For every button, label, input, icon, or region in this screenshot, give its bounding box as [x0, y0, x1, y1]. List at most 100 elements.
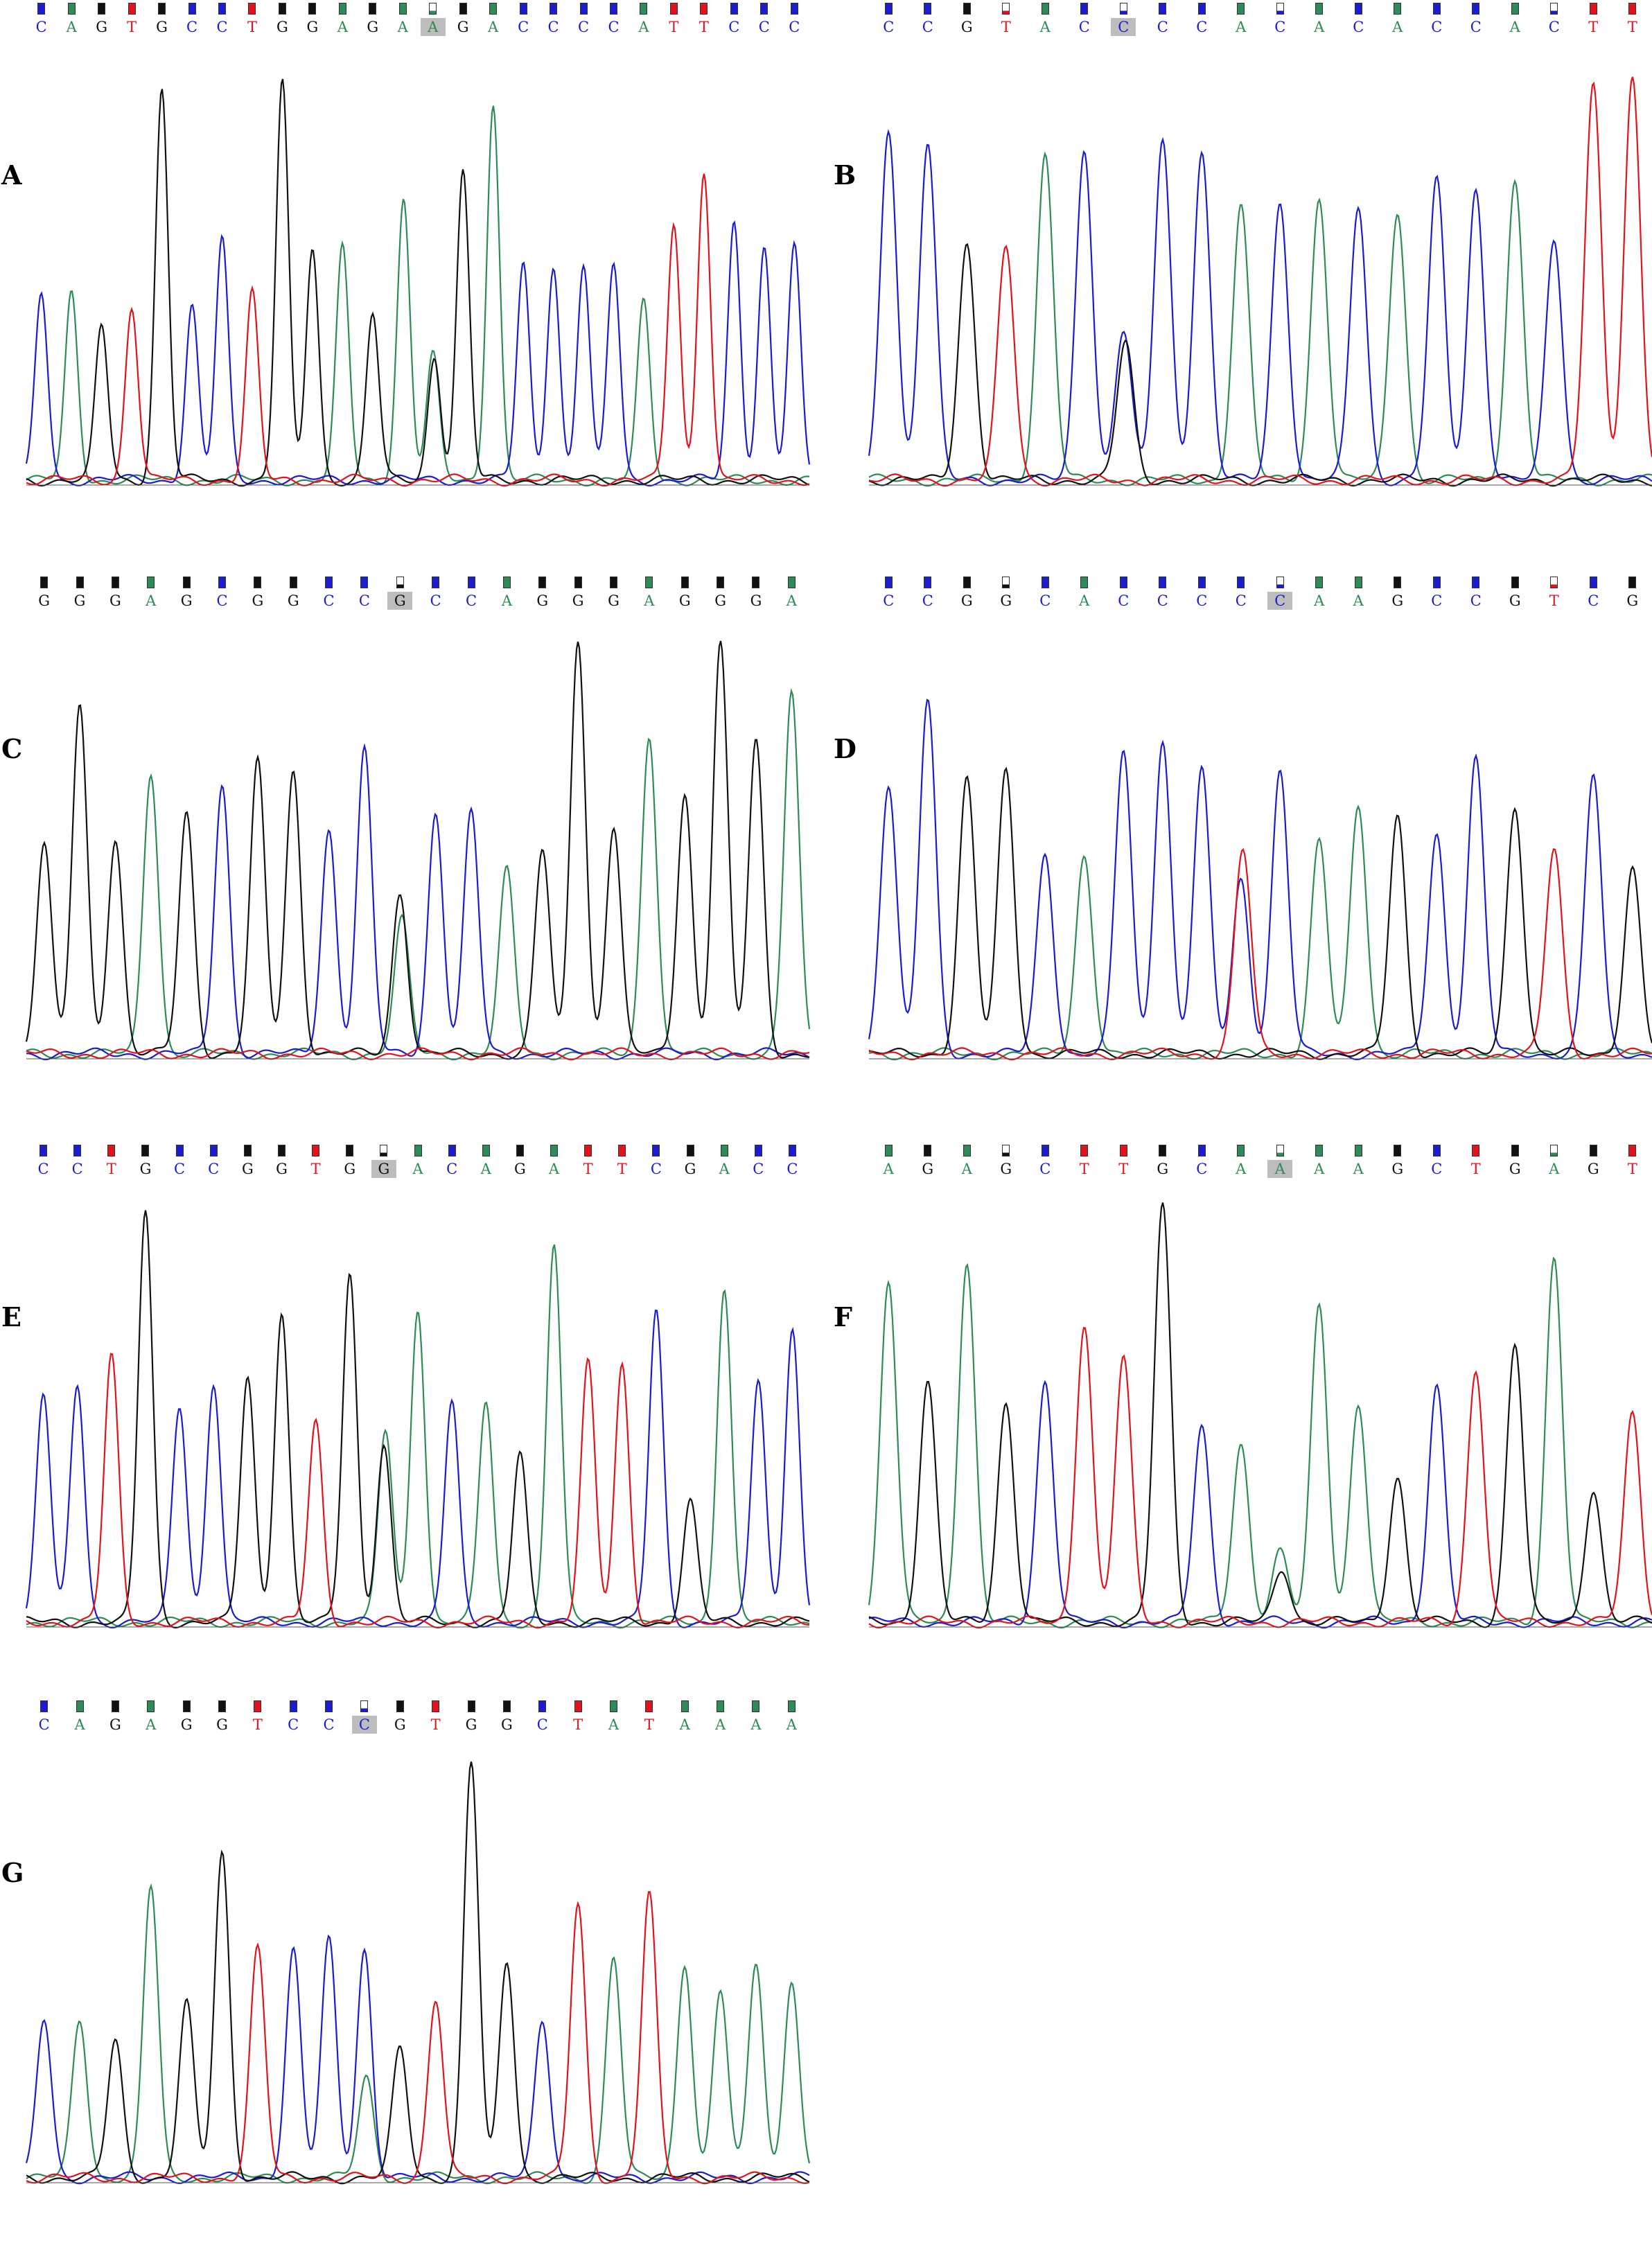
base-letter: C: [1431, 1161, 1443, 1177]
chromatogram-trace: [868, 698, 1652, 1061]
base-letter: A: [1236, 19, 1247, 35]
quality-bar: [640, 3, 648, 15]
quality-bar: [254, 1700, 262, 1712]
quality-bar: [963, 1145, 971, 1156]
base-letter: T: [617, 1161, 627, 1177]
quality-bar: [550, 3, 558, 15]
base-letter: C: [789, 19, 800, 35]
base-call: G: [530, 577, 555, 610]
base-letter: C: [1431, 592, 1443, 609]
quality-bar: [1589, 577, 1597, 588]
quality-bar: [325, 1700, 333, 1712]
quality-bar: [1041, 1145, 1049, 1156]
base-call: G: [300, 3, 325, 36]
base-call: C: [780, 1145, 805, 1178]
panel-label: G: [1, 1857, 24, 1888]
base-call: C: [1346, 3, 1371, 36]
quality-bar: [574, 1700, 582, 1712]
base-letter: G: [922, 1161, 934, 1177]
base-call: G: [1385, 577, 1410, 610]
panel-label: F: [834, 1301, 852, 1332]
base-letter: C: [608, 19, 620, 35]
base-letter: A: [750, 1716, 762, 1733]
base-call: G: [565, 577, 590, 610]
quality-bar: [308, 3, 317, 15]
base-call: C: [915, 3, 940, 36]
quality-bar: [1354, 3, 1362, 15]
base-letter: G: [608, 592, 620, 609]
base-letter: A: [146, 1716, 157, 1733]
base-call: C: [31, 1145, 56, 1178]
trace-line-t: [26, 1047, 810, 1061]
quality-bar: [924, 3, 932, 15]
trace-line-t: [868, 1326, 1652, 1629]
quality-bar: [538, 1700, 547, 1712]
base-letter: C: [1235, 592, 1247, 609]
base-letter: A: [397, 19, 408, 35]
base-call: C: [1464, 577, 1488, 610]
base-letter: G: [139, 1161, 152, 1177]
base-letter: G: [276, 1161, 288, 1177]
base-letter: A: [679, 1716, 690, 1733]
base-call: G: [494, 1700, 519, 1734]
quality-bar: [182, 1700, 191, 1712]
quality-bar: [1354, 1145, 1362, 1156]
quality-bar: [610, 1700, 617, 1712]
base-letter: G: [252, 592, 264, 609]
base-call: T: [576, 1145, 601, 1178]
base-call: A: [779, 1700, 804, 1734]
base-letter: G: [960, 592, 973, 609]
base-letter: T: [698, 19, 709, 35]
base-call: C: [1189, 1145, 1214, 1178]
base-call: A: [1307, 577, 1332, 610]
base-call: G: [1502, 1145, 1527, 1178]
base-call: G: [67, 577, 92, 610]
base-call: C: [601, 3, 626, 36]
trace-line-g: [26, 1210, 810, 1629]
quality-bar: [1041, 3, 1049, 15]
base-call: G: [387, 1700, 412, 1734]
base-call: A: [405, 1145, 430, 1178]
base-letter: A: [1236, 1161, 1247, 1177]
quality-bar: [1159, 3, 1167, 15]
quality-bar: [669, 3, 678, 15]
quality-bar: [209, 1145, 218, 1156]
base-call: T: [1111, 1145, 1136, 1178]
quality-bar: [717, 1700, 725, 1712]
quality-bar: [1550, 1145, 1558, 1156]
base-letter: A: [337, 19, 348, 35]
base-call: C: [1032, 577, 1057, 610]
quality-bar: [338, 3, 346, 15]
quality-bar: [325, 577, 333, 588]
quality-bar: [1511, 1145, 1519, 1156]
base-call: G: [103, 1700, 128, 1734]
base-letter: G: [714, 592, 726, 609]
quality-bar: [128, 3, 136, 15]
quality-bar: [1197, 3, 1206, 15]
base-letter: C: [728, 19, 740, 35]
base-letter: A: [1314, 592, 1325, 609]
trace-line-g: [869, 766, 1652, 1060]
trace-line-t: [868, 847, 1652, 1061]
base-call: T: [610, 1145, 635, 1178]
base-call: C: [782, 3, 807, 36]
base-letter: C: [1431, 19, 1443, 35]
quality-bar: [1276, 577, 1284, 588]
base-letter: G: [1509, 1161, 1521, 1177]
base-letter: C: [37, 1161, 49, 1177]
base-letter: C: [650, 1161, 662, 1177]
base-call: A: [542, 1145, 567, 1178]
base-call: G: [235, 1145, 260, 1178]
base-letter: C: [577, 19, 590, 35]
quality-bar: [380, 1145, 388, 1156]
base-call: C: [65, 1145, 90, 1178]
quality-bar: [1080, 577, 1089, 588]
quality-bar: [579, 3, 588, 15]
base-call: G: [150, 3, 175, 36]
base-letter: C: [323, 1716, 335, 1733]
base-letter: G: [216, 1716, 228, 1733]
quality-bar: [1080, 1145, 1089, 1156]
